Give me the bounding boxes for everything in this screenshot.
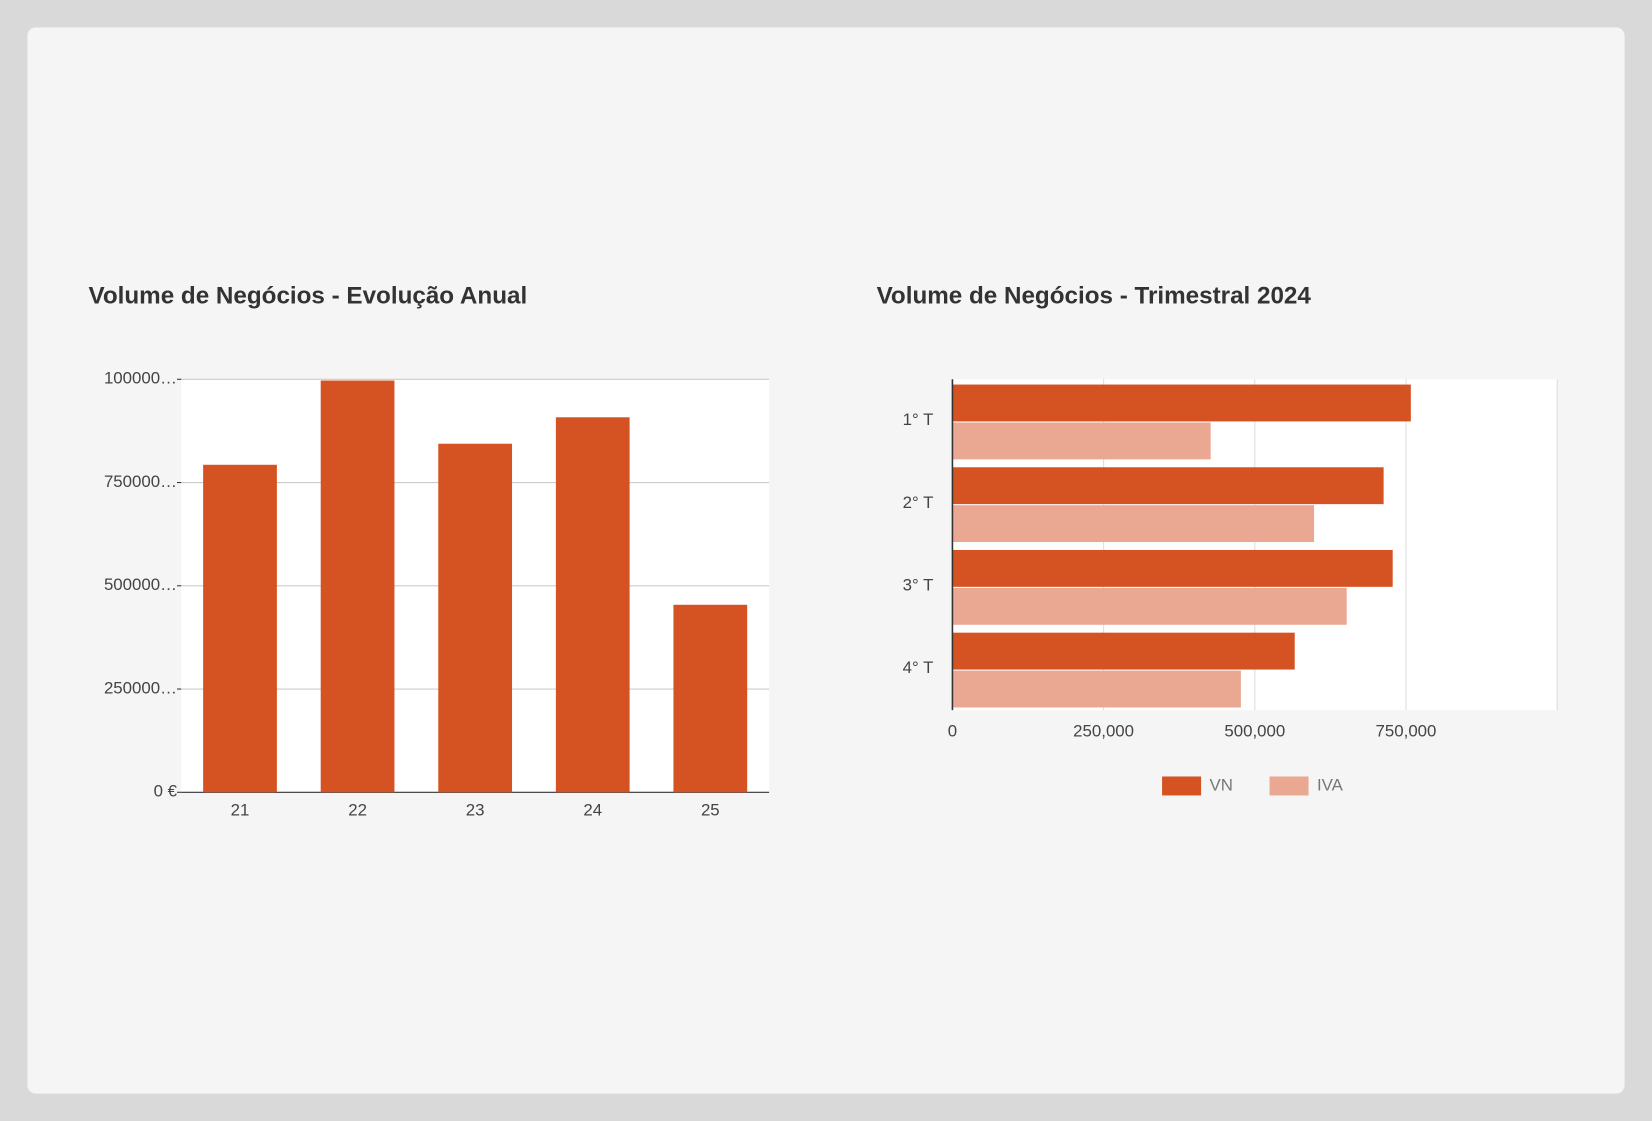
x-tick-label: 22 bbox=[348, 801, 367, 820]
legend-swatch bbox=[1269, 776, 1309, 796]
x-tick-label: 21 bbox=[231, 801, 250, 820]
bar bbox=[673, 604, 748, 793]
x-tick-label: 0 bbox=[948, 722, 957, 741]
bar bbox=[952, 384, 1411, 422]
bar bbox=[952, 467, 1384, 505]
y-tick-label: 3° T bbox=[903, 576, 934, 595]
y-tick-label: 500000… bbox=[104, 575, 177, 594]
bar bbox=[952, 505, 1315, 543]
bar bbox=[952, 587, 1347, 625]
y-tick-label: 1° T bbox=[903, 410, 934, 429]
legend-label: VN bbox=[1210, 775, 1233, 794]
x-tick-label: 23 bbox=[466, 801, 485, 820]
bar bbox=[952, 632, 1295, 670]
x-tick-label: 500,000 bbox=[1224, 722, 1285, 741]
y-tick-label: 4° T bbox=[903, 658, 934, 677]
bar bbox=[320, 380, 395, 793]
chart-title: Volume de Negócios - Evolução Anual bbox=[89, 283, 528, 310]
bar bbox=[952, 549, 1393, 587]
x-tick-label: 25 bbox=[701, 801, 720, 820]
y-tick-label: 100000… bbox=[104, 369, 177, 388]
bar bbox=[952, 670, 1241, 708]
x-tick-label: 250,000 bbox=[1073, 722, 1134, 741]
charts: 0 € 250000… 500000… 750000… 100000… 21 22 23 24 2… bbox=[104, 369, 1558, 820]
legend-label: IVA bbox=[1317, 775, 1344, 794]
y-tick-label: 750000… bbox=[104, 472, 177, 491]
x-tick-label: 750,000 bbox=[1376, 722, 1437, 741]
x-tick-label: 24 bbox=[583, 801, 602, 820]
y-tick-label: 0 € bbox=[154, 782, 178, 801]
chart-title: Volume de Negócios - Trimestral 2024 bbox=[877, 283, 1312, 310]
bar bbox=[952, 422, 1211, 460]
bar bbox=[438, 443, 513, 793]
bar bbox=[555, 417, 630, 793]
legend-swatch bbox=[1162, 776, 1202, 796]
y-tick-label: 250000… bbox=[104, 678, 177, 697]
bar bbox=[203, 464, 277, 793]
y-tick-label: 2° T bbox=[903, 493, 934, 512]
card bbox=[27, 27, 1625, 1094]
